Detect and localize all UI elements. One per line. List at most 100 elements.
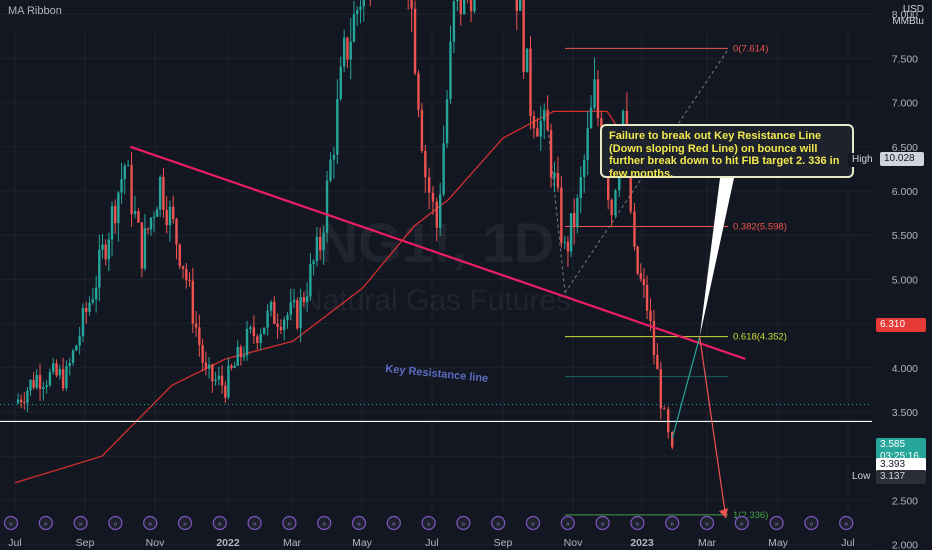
indicator-label[interactable]: MA Ribbon (8, 5, 62, 17)
candle (114, 205, 117, 224)
event-icon (143, 515, 158, 531)
candle (556, 172, 560, 188)
fib-level-label: 0(7.614) (733, 43, 768, 54)
candle (656, 354, 659, 370)
candle (431, 192, 435, 202)
candle (214, 379, 217, 382)
fib-level-label: 0.618(4.352) (733, 332, 787, 343)
x-tick-label: Mar (698, 537, 717, 549)
candle (52, 363, 55, 372)
candle (71, 350, 75, 363)
event-icon (421, 515, 436, 531)
event-icon (3, 515, 19, 531)
candle (94, 287, 98, 300)
candle (42, 387, 45, 390)
candle (560, 187, 563, 243)
candle (282, 319, 286, 331)
projection-bounce-line (671, 336, 701, 439)
candle (315, 236, 319, 262)
event-icon (491, 515, 506, 531)
candle (576, 198, 579, 228)
event-icon (108, 515, 123, 531)
candle (452, 1, 456, 42)
candle (342, 37, 346, 67)
candle (204, 362, 208, 369)
candle (583, 159, 586, 177)
callout-annotation[interactable]: Failure to break out Key Resistance Line… (600, 124, 854, 180)
candle (339, 66, 342, 100)
candle (645, 285, 649, 311)
y-tick-label: 5.000 (892, 274, 918, 286)
candle (266, 310, 269, 328)
candle (58, 369, 62, 376)
candle (549, 130, 553, 178)
event-icon (317, 515, 332, 531)
candle (65, 366, 68, 389)
candle (45, 385, 48, 388)
candle (149, 217, 153, 230)
event-icon-glyph: » (496, 521, 500, 528)
candle (659, 369, 662, 409)
y-tick-label: 5.500 (892, 230, 918, 242)
candle (336, 99, 339, 155)
event-icon-glyph: » (183, 521, 187, 528)
fib-level-label: 1(2.336) (733, 510, 768, 521)
event-icon (351, 515, 367, 531)
ma-tag: 6.310 (876, 318, 926, 332)
candle (445, 99, 449, 144)
candle (529, 48, 532, 117)
candle (98, 249, 101, 288)
candle (633, 211, 636, 247)
candle (362, 0, 365, 7)
event-icon (699, 515, 715, 531)
candle (420, 109, 424, 151)
event-icon-glyph: » (566, 521, 570, 528)
candle (522, 0, 525, 73)
projection-drop-line (699, 336, 727, 519)
candle (456, 0, 459, 2)
candle (649, 310, 652, 321)
candle (296, 300, 299, 329)
candle (188, 280, 191, 282)
x-tick-label: Sep (76, 537, 95, 549)
event-icon-glyph: » (809, 521, 813, 528)
candle (249, 327, 252, 329)
event-icon (386, 515, 401, 531)
candle (217, 375, 221, 380)
projection-arrowhead (718, 508, 728, 519)
x-tick-label: 2022 (216, 537, 240, 549)
watermark-name: Natural Gas Futures (301, 284, 571, 317)
x-tick-label: May (768, 537, 789, 549)
candle (137, 211, 140, 223)
candle (629, 146, 632, 212)
event-icon (456, 515, 471, 531)
candle (589, 107, 593, 129)
y-tick-label: 6.000 (892, 186, 918, 198)
candle (181, 266, 185, 269)
candle (140, 222, 144, 269)
x-tick-label: Jul (8, 537, 21, 549)
y-tick-label: 8.000 (892, 9, 918, 21)
event-icon (560, 515, 575, 531)
event-icon (839, 515, 854, 531)
candle (349, 41, 352, 60)
candle (563, 241, 566, 243)
candle (220, 375, 224, 386)
currency-label: USD (902, 4, 924, 15)
candle (126, 165, 130, 167)
event-icon-glyph: » (392, 521, 396, 528)
y-tick-label: 2.000 (892, 540, 918, 550)
event-icon-glyph: » (461, 521, 465, 528)
candle (107, 239, 111, 260)
line-value-tag: 3.393 (876, 458, 926, 472)
candle (614, 190, 617, 216)
candle (299, 297, 302, 329)
candle (201, 345, 204, 363)
candle (312, 261, 315, 264)
candle (211, 364, 214, 382)
event-icon-glyph: » (287, 521, 291, 528)
candle (515, 0, 518, 11)
candle (110, 205, 114, 240)
event-icon-glyph: » (705, 521, 709, 528)
